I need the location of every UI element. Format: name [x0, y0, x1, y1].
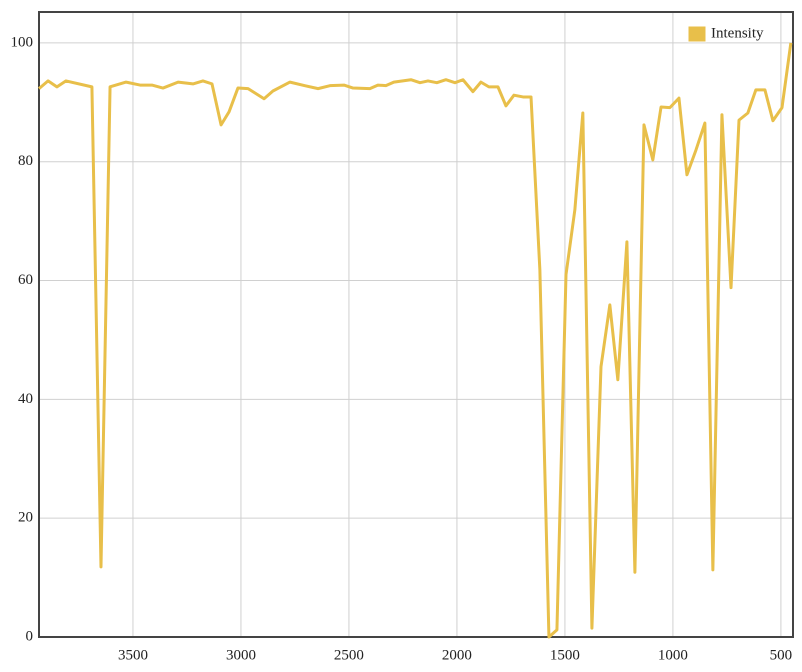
y-tick-label: 0 [26, 628, 34, 644]
y-tick-label: 40 [18, 391, 33, 407]
legend-swatch [687, 25, 707, 43]
data-line [38, 42, 793, 639]
x-tick-label: 1000 [658, 647, 688, 663]
x-tick-label: 500 [770, 647, 793, 663]
x-tick-label: 3500 [118, 647, 148, 663]
plot-frame [38, 11, 794, 638]
x-tick-label: 1500 [550, 647, 580, 663]
y-tick-label: 20 [18, 510, 33, 526]
x-tick-label: 2500 [334, 647, 364, 663]
x-tick-label: 3000 [226, 647, 256, 663]
y-tick-label: 100 [11, 34, 34, 50]
y-tick-label: 80 [18, 153, 33, 169]
y-tick-label: 60 [18, 272, 33, 288]
x-tick-label: 2000 [442, 647, 472, 663]
legend-label: Intensity [711, 25, 764, 41]
